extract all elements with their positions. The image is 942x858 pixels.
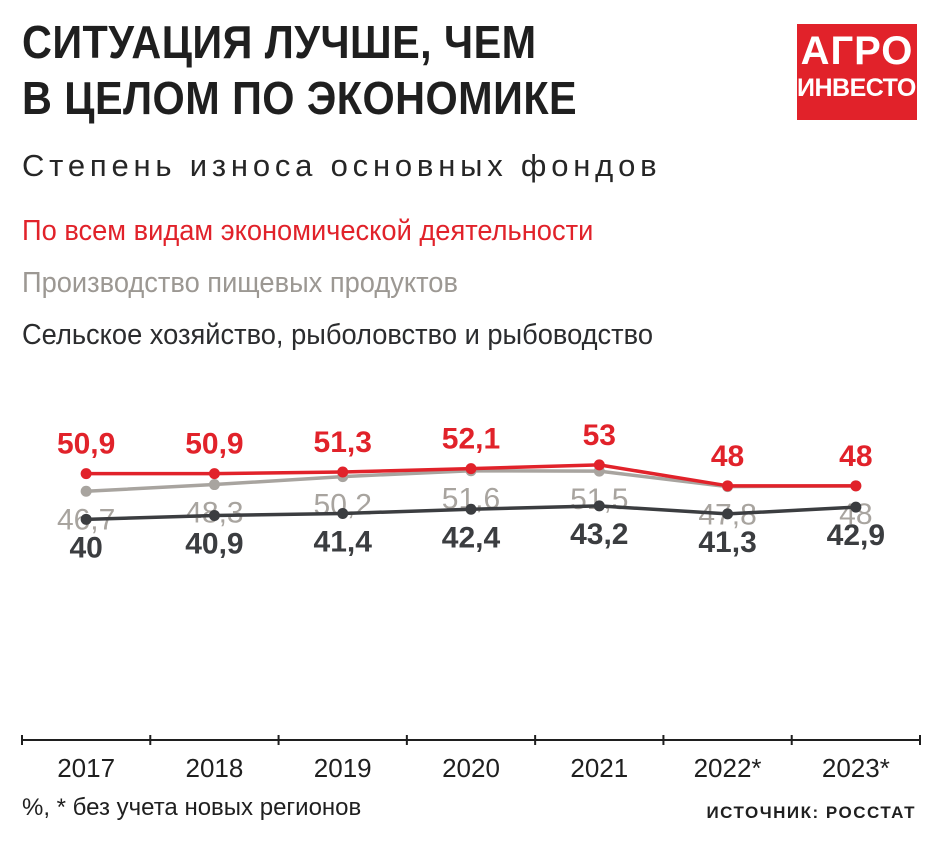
data-label: 42,4 xyxy=(442,521,501,554)
data-point xyxy=(80,513,92,525)
data-label: 43,2 xyxy=(570,518,628,551)
legend-item-food-production: Производство пищевых продуктов xyxy=(22,267,458,299)
data-label: 50,9 xyxy=(185,428,243,461)
data-point xyxy=(722,480,734,492)
line-chart: 201720182019202020212022*2023*46,748,350… xyxy=(21,419,921,783)
data-label: 53 xyxy=(583,419,616,452)
x-tick-label: 2022* xyxy=(694,753,762,783)
x-tick-label: 2018 xyxy=(186,753,244,783)
data-label: 50,9 xyxy=(57,428,115,461)
x-tick-label: 2023* xyxy=(822,753,890,783)
logo-line-1: АГРО xyxy=(800,29,914,73)
chart-subtitle: Степень износа основных фондов xyxy=(22,148,662,183)
data-point xyxy=(850,480,862,492)
data-label: 41,4 xyxy=(314,525,373,558)
data-point xyxy=(208,479,220,491)
data-label: 40,9 xyxy=(185,528,243,561)
x-tick-label: 2021 xyxy=(570,753,628,783)
data-point xyxy=(850,501,862,513)
agroinvestor-logo: АГРО ИНВЕСТОР xyxy=(797,24,932,120)
legend-item-agriculture: Сельское хозяйство, рыболовство и рыбово… xyxy=(22,319,654,351)
data-point xyxy=(593,459,605,471)
x-tick-label: 2019 xyxy=(314,753,372,783)
footnote: %, * без учета новых регионов xyxy=(22,794,362,821)
data-point xyxy=(337,507,349,519)
data-label: 42,9 xyxy=(827,519,885,552)
data-point xyxy=(337,466,349,478)
data-point xyxy=(80,468,92,480)
data-point xyxy=(80,485,92,497)
x-tick-label: 2020 xyxy=(442,753,500,783)
data-point xyxy=(208,510,220,522)
x-tick-label: 2017 xyxy=(57,753,115,783)
logo-line-2: ИНВЕСТОР xyxy=(797,74,932,102)
data-label: 48 xyxy=(711,440,744,473)
source-credit: ИСТОЧНИК: РОССТАТ xyxy=(706,803,916,822)
data-label: 51,3 xyxy=(314,426,372,459)
data-point xyxy=(465,463,477,475)
data-point xyxy=(208,468,220,480)
data-point xyxy=(593,500,605,512)
title-line-2: В ЦЕЛОМ ПО ЭКОНОМИКЕ xyxy=(22,72,578,124)
data-label: 48 xyxy=(839,440,872,473)
chart-title: СИТУАЦИЯ ЛУЧШЕ, ЧЕМ В ЦЕЛОМ ПО ЭКОНОМИКЕ xyxy=(22,14,577,126)
data-point xyxy=(722,508,734,520)
legend: По всем видам экономической деятельности… xyxy=(22,205,693,361)
title-line-1: СИТУАЦИЯ ЛУЧШЕ, ЧЕМ xyxy=(22,16,537,68)
data-point xyxy=(465,503,477,515)
data-label: 41,3 xyxy=(698,526,756,559)
legend-item-all-activities: По всем видам экономической деятельности xyxy=(22,215,594,247)
data-label: 40 xyxy=(69,531,102,564)
data-label: 52,1 xyxy=(442,423,500,456)
